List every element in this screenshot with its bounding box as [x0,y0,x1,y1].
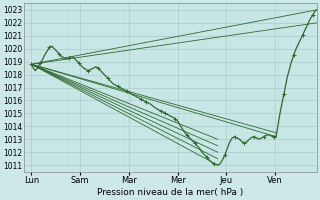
X-axis label: Pression niveau de la mer( hPa ): Pression niveau de la mer( hPa ) [97,188,244,197]
